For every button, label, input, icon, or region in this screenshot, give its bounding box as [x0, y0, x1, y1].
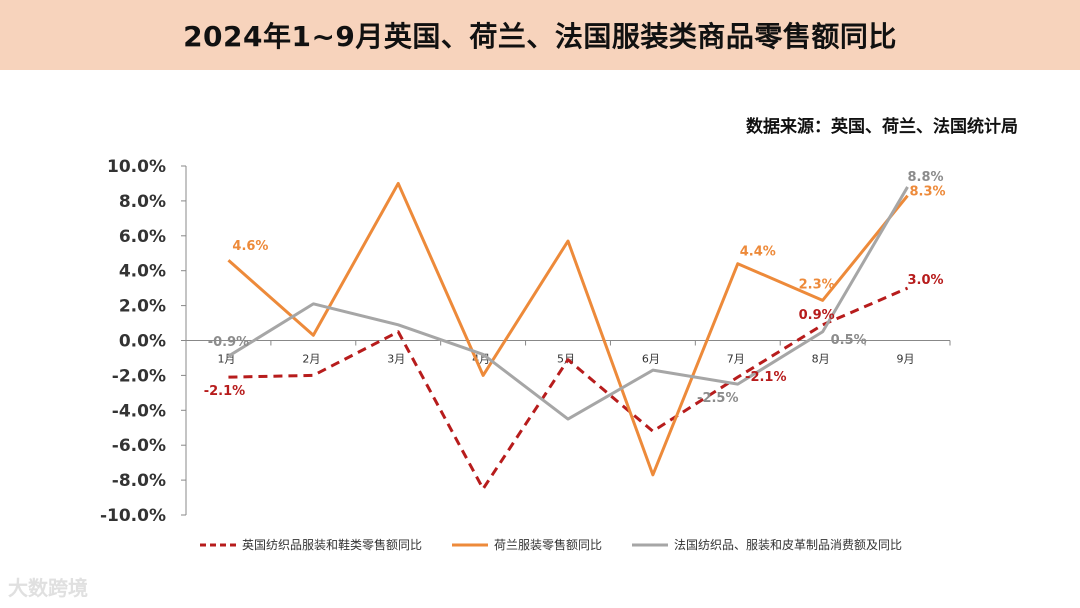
x-tick-label: 9月: [897, 353, 915, 366]
x-tick-label: 8月: [812, 353, 830, 366]
series-line-0: [228, 286, 909, 491]
y-tick-label: 6.0%: [119, 227, 166, 247]
legend-item-nl: 荷兰服装零售额同比: [452, 536, 602, 553]
series-line-1: [227, 181, 909, 477]
data-label: 8.8%: [908, 170, 944, 185]
legend-label-uk: 英国纺织品服装和鞋类零售额同比: [242, 538, 423, 552]
y-tick-label: -6.0%: [112, 436, 166, 456]
x-tick-label: 5月: [557, 353, 575, 366]
data-label: -0.9%: [208, 335, 249, 350]
legend-label-nl: 荷兰服装零售额同比: [494, 538, 603, 552]
data-label: 4.6%: [232, 239, 268, 254]
chart-title: 2024年1~9月英国、荷兰、法国服装类商品零售额同比: [183, 20, 897, 53]
legend-swatch-fr: [632, 543, 669, 546]
legend-swatch-uk: [200, 543, 236, 546]
data-label: 3.0%: [908, 273, 944, 288]
data-label: 8.3%: [910, 185, 946, 200]
y-tick-label: -2.0%: [112, 366, 166, 386]
legend-swatch-nl: [452, 543, 489, 546]
y-tick-label: 10.0%: [107, 157, 166, 177]
data-source: 数据来源：英国、荷兰、法国统计局: [746, 117, 1018, 137]
series-line-2: [227, 186, 909, 421]
legend-item-uk: 英国纺织品服装和鞋类零售额同比: [200, 536, 422, 553]
x-tick-label: 3月: [387, 353, 405, 366]
legend-label-fr: 法国纺织品、服装和皮革制品消费额及同比: [674, 538, 903, 552]
title-bar: 2024年1~9月英国、荷兰、法国服装类商品零售额同比: [0, 0, 1080, 70]
x-tick-label: 7月: [727, 353, 745, 366]
data-label: 2.3%: [799, 277, 835, 292]
data-label: 0.5%: [831, 333, 867, 348]
legend-item-fr: 法国纺织品、服装和皮革制品消费额及同比: [632, 536, 902, 553]
data-label: -2.1%: [745, 370, 786, 385]
watermark: 大数跨境: [8, 576, 88, 600]
y-tick-label: 0.0%: [119, 332, 166, 352]
y-tick-label: -4.0%: [112, 401, 166, 421]
data-label: -2.5%: [697, 391, 738, 406]
data-label: 4.4%: [740, 245, 776, 260]
x-tick-label: 2月: [302, 353, 320, 366]
x-tick-label: 6月: [642, 353, 660, 366]
data-label: -2.1%: [204, 384, 245, 399]
y-tick-label: -8.0%: [112, 471, 166, 491]
y-tick-label: 4.0%: [119, 262, 166, 282]
data-label: 0.9%: [799, 308, 835, 323]
chart-legend: 英国纺织品服装和鞋类零售额同比 荷兰服装零售额同比 法国纺织品、服装和皮革制品消…: [200, 536, 960, 553]
y-tick-label: 2.0%: [119, 297, 166, 317]
y-tick-label: 8.0%: [119, 192, 166, 212]
y-tick-label: -10.0%: [100, 506, 166, 526]
